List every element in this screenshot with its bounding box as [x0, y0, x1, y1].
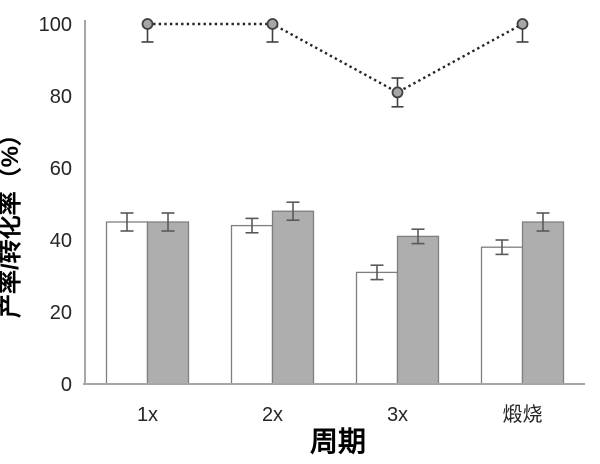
bar-white-bars-2x: [230, 224, 274, 385]
x-category-label-3x: 3x: [387, 404, 408, 426]
line-marker-3x: [391, 86, 404, 99]
bar-series-layer: [105, 210, 565, 385]
line-marker-煅烧: [516, 18, 529, 30]
line-marker-1x: [141, 18, 154, 30]
y-tick-label-40: 40: [50, 230, 72, 252]
x-category-label-煅烧: 煅烧: [503, 403, 543, 426]
bar-white-bars-1x: [105, 221, 149, 385]
y-tick-label-20: 20: [50, 302, 72, 324]
bar-gray-bars-煅烧: [521, 221, 565, 385]
y-tick-label-80: 80: [50, 86, 72, 108]
line-series-layer: [141, 18, 529, 108]
bar-gray-bars-3x: [396, 235, 440, 385]
bar-white-bars-3x: [355, 271, 399, 385]
x-category-label-1x: 1x: [137, 404, 158, 426]
line-marker-2x: [266, 18, 279, 30]
y-axis-title: 产率/转化率（%）: [0, 122, 24, 318]
axis-tick-labels-layer: 0 20 40 60 80 100 1x 2x 3x 煅烧: [39, 14, 543, 426]
bar-error-bars-layer: [120, 201, 550, 281]
y-tick-label-0: 0: [61, 374, 72, 396]
y-tick-label-60: 60: [50, 158, 72, 180]
dotted-line-path: [147, 22, 524, 94]
x-category-label-2x: 2x: [262, 404, 283, 426]
bar-white-bars-煅烧: [480, 246, 524, 385]
bar-gray-bars-2x: [271, 210, 315, 385]
x-axis-title: 周期: [310, 426, 366, 457]
y-tick-label-100: 100: [39, 14, 72, 36]
bar-gray-bars-1x: [146, 221, 190, 385]
axes-layer: [83, 20, 585, 385]
